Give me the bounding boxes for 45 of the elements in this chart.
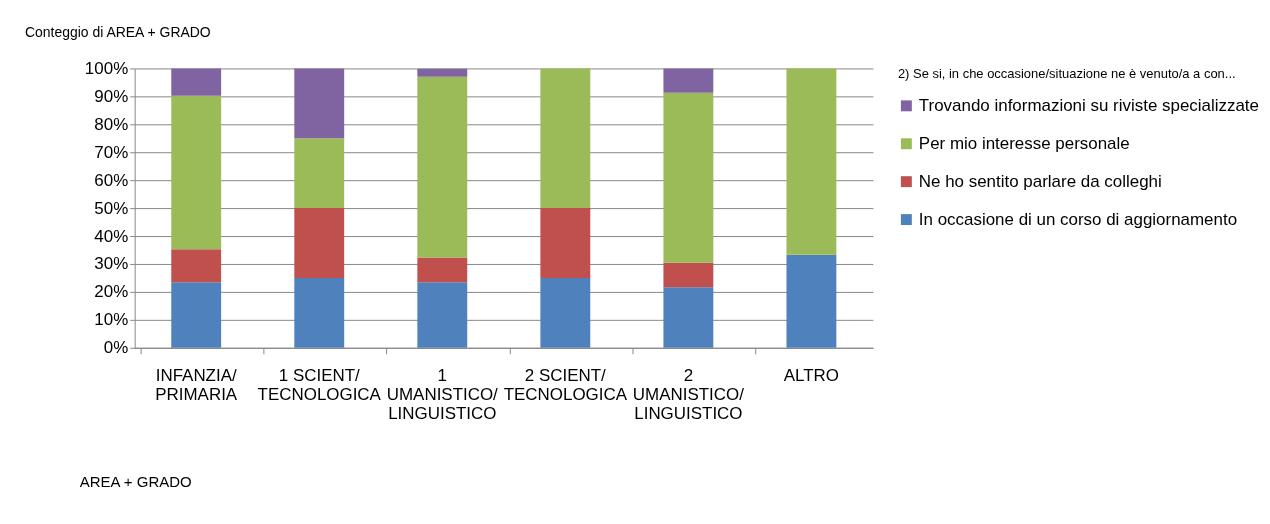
legend-label: Per mio interesse personale [918, 133, 1130, 153]
bar [540, 277, 591, 348]
legend-label: In occasione di un corso di aggiornamento [918, 209, 1238, 229]
y-tick-label: 50% [94, 198, 129, 218]
x-tick-label: 1 UMANISTICO/ LINGUISTICO [386, 366, 499, 424]
bar [663, 68, 714, 93]
bar [171, 282, 222, 348]
bar [786, 68, 837, 255]
x-tick-label: ALTRO [783, 366, 840, 386]
bar [540, 208, 591, 278]
y-tick-label: 60% [94, 170, 129, 190]
bar [786, 254, 837, 348]
bar [417, 257, 468, 283]
bar [663, 262, 714, 288]
y-tick-label: 20% [94, 282, 129, 302]
y-tick-label: 100% [84, 58, 129, 78]
x-tick-label: INFANZIA/ PRIMARIA [155, 366, 238, 405]
y-tick-label: 70% [94, 142, 129, 162]
chart-title: Conteggio di AREA + GRADO [24, 23, 211, 40]
bar [540, 68, 591, 209]
text: AREA + GRADO [79, 473, 192, 491]
bar [663, 287, 714, 348]
y-tick-label: 10% [94, 310, 129, 330]
bar [417, 68, 468, 77]
x-tick-label: 1 SCIENT/ TECNOLOGICA [257, 366, 382, 405]
y-tick-label: 0% [103, 338, 129, 358]
y-tick-label: 40% [94, 226, 129, 246]
legend-label: Ne ho sentito parlare da colleghi [918, 171, 1162, 191]
y-tick-label: 80% [94, 114, 129, 134]
bar [294, 68, 345, 139]
bar [294, 277, 345, 348]
bar [171, 95, 222, 250]
bar [171, 68, 222, 96]
bar [294, 208, 345, 278]
legend-title: 2) Se si, in che occasione/situazione ne è venuto/a a con... [897, 66, 1236, 82]
y-tick-label: 90% [94, 86, 129, 106]
bar [171, 249, 222, 283]
legend-label: Trovando informazioni su riviste specializzate [918, 95, 1259, 115]
y-tick-label: 30% [94, 254, 129, 274]
bar [663, 92, 714, 263]
bar [417, 282, 468, 348]
bar [294, 138, 345, 209]
bar [417, 76, 468, 258]
x-tick-label: 2 UMANISTICO/ LINGUISTICO [632, 366, 745, 424]
x-tick-label: 2 SCIENT/ TECNOLOGICA [503, 366, 628, 405]
